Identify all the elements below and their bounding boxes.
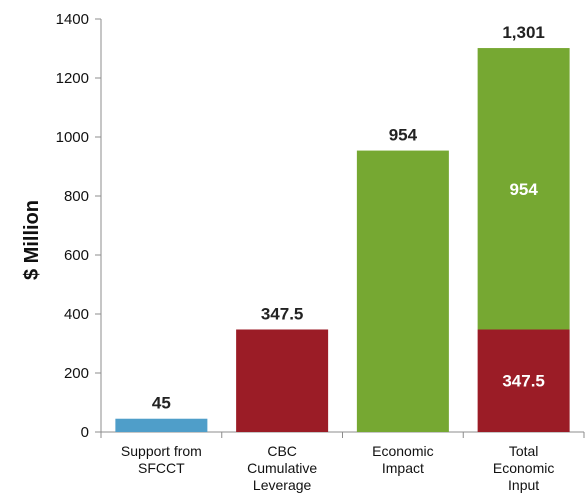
y-tick-label: 0 (81, 424, 89, 441)
x-category-label-line: Economic (493, 460, 554, 476)
data-label: 347.5 (502, 372, 545, 391)
data-label: 347.5 (261, 304, 304, 323)
x-category-label-line: Support from (121, 443, 202, 459)
data-label: 954 (389, 126, 418, 145)
x-category-label-line: Input (508, 477, 539, 493)
x-category-label-line: Economic (372, 443, 433, 459)
y-tick-label: 800 (64, 188, 89, 205)
x-category-label-line: Cumulative (247, 460, 317, 476)
data-label: 1,301 (502, 23, 545, 42)
x-axis-labels: Support from SFCCT CBC Cumulative Leverage Ec… (121, 443, 554, 493)
x-category-label-line: CBC (267, 443, 297, 459)
bar-3-series-1 (477, 329, 570, 432)
bars (115, 48, 570, 432)
bar-0-series-0 (115, 418, 208, 432)
y-tick-label: 1200 (56, 70, 89, 87)
x-category-label-line: SFCCT (138, 460, 185, 476)
y-tick-label: 400 (64, 306, 89, 323)
x-category-label-line: Total (509, 443, 539, 459)
y-tick-label: 1000 (56, 129, 89, 146)
bar-3-series-2 (477, 48, 570, 330)
y-tick-label: 200 (64, 365, 89, 382)
y-tick-label: 1400 (56, 11, 89, 28)
x-category-label: Total Economic Input (493, 443, 554, 493)
data-labels: 45 347.5 954 1,301 347.5 954 (152, 23, 545, 413)
bar-2-series-2 (356, 150, 449, 432)
data-label: 954 (509, 180, 538, 199)
x-category-label-line: Leverage (253, 477, 312, 493)
data-label: 45 (152, 394, 171, 413)
bar-1-series-1 (236, 329, 329, 432)
y-axis-ticks: 0 200 400 600 800 1000 1200 1400 (56, 11, 101, 441)
x-category-label-line: Impact (382, 460, 424, 476)
x-category-label: Support from SFCCT (121, 443, 202, 476)
y-axis-title: $ Million (21, 200, 43, 280)
y-tick-label: 600 (64, 247, 89, 264)
y-axis-title-group: $ Million (21, 200, 43, 280)
x-category-label: CBC Cumulative Leverage (247, 443, 317, 493)
x-category-label: Economic Impact (372, 443, 433, 476)
